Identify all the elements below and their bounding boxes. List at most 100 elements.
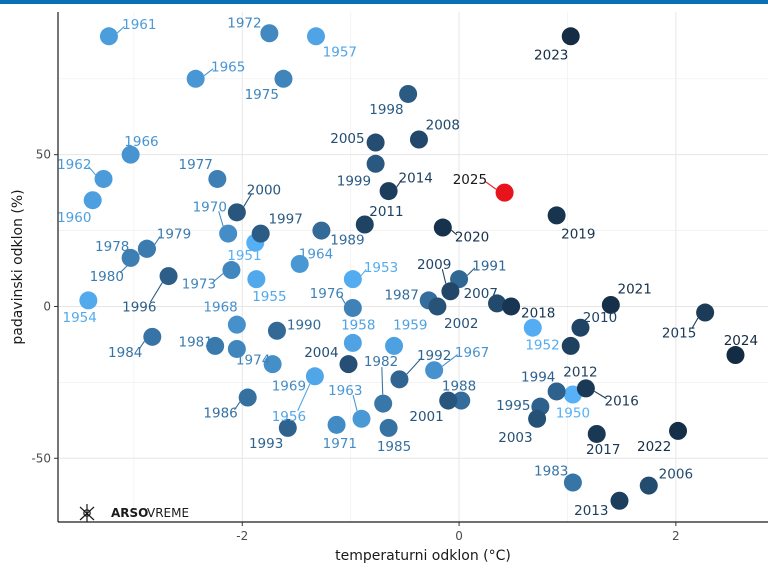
point-2018 bbox=[502, 297, 521, 316]
point-2012 bbox=[561, 336, 580, 355]
point-label-2003: 2003 bbox=[498, 430, 532, 446]
point-label-1996: 1996 bbox=[122, 299, 156, 315]
point-1973 bbox=[222, 261, 241, 280]
point-label-2025: 2025 bbox=[453, 172, 487, 188]
point-label-1963: 1963 bbox=[328, 383, 362, 399]
point-label-2012: 2012 bbox=[563, 365, 597, 381]
point-label-2019: 2019 bbox=[561, 227, 595, 243]
point-2019 bbox=[547, 206, 566, 225]
point-1990 bbox=[267, 321, 286, 340]
point-1980 bbox=[137, 239, 156, 258]
point-label-1987: 1987 bbox=[384, 287, 418, 303]
label-leader-1953 bbox=[360, 269, 367, 276]
point-label-1966: 1966 bbox=[124, 134, 158, 150]
point-1974 bbox=[227, 339, 246, 358]
point-1953 bbox=[343, 270, 362, 289]
scatter-chart: 1950 1951 1952 1953 1954 1955 1956 1957 1958 1959… bbox=[10, 12, 768, 564]
point-1955 bbox=[247, 270, 266, 289]
point-label-2002: 2002 bbox=[444, 316, 478, 332]
point-label-1954: 1954 bbox=[62, 310, 96, 326]
point-label-1976: 1976 bbox=[310, 286, 344, 302]
point-2014 bbox=[379, 182, 398, 201]
point-label-1970: 1970 bbox=[193, 199, 227, 215]
point-label-1957: 1957 bbox=[323, 44, 357, 60]
label-leader-2015 bbox=[691, 317, 699, 329]
point-label-2021: 2021 bbox=[617, 281, 651, 297]
point-2013 bbox=[610, 491, 629, 510]
point-label-1969: 1969 bbox=[272, 378, 306, 394]
point-2022 bbox=[669, 421, 688, 440]
point-2003 bbox=[528, 409, 547, 428]
point-labels: 1950 1951 1952 1953 1954 1955 1956 1957 1958 1959… bbox=[57, 16, 758, 519]
point-label-2006: 2006 bbox=[659, 466, 693, 482]
point-label-1975: 1975 bbox=[245, 87, 279, 103]
point-label-2011: 2011 bbox=[369, 204, 403, 220]
point-label-1981: 1981 bbox=[178, 334, 212, 350]
point-label-1950: 1950 bbox=[556, 406, 590, 422]
y-tick-label: -50 bbox=[31, 451, 51, 465]
point-label-2000: 2000 bbox=[247, 183, 281, 199]
point-2025 bbox=[495, 183, 514, 202]
point-1996 bbox=[159, 267, 178, 286]
point-1960 bbox=[83, 191, 102, 210]
point-1983 bbox=[563, 473, 582, 492]
point-label-1997: 1997 bbox=[268, 211, 302, 227]
point-label-2009: 2009 bbox=[417, 257, 451, 273]
logo-text-regular: VREME bbox=[147, 506, 189, 520]
point-1972 bbox=[260, 24, 279, 43]
point-label-2008: 2008 bbox=[426, 117, 460, 133]
label-leader-1991 bbox=[466, 267, 476, 276]
point-label-1960: 1960 bbox=[57, 210, 91, 226]
point-1993 bbox=[278, 418, 297, 437]
point-1954 bbox=[79, 291, 98, 310]
point-1962 bbox=[94, 169, 113, 188]
label-leader-2020 bbox=[451, 229, 458, 236]
label-leader-1961 bbox=[116, 25, 125, 34]
point-label-2013: 2013 bbox=[574, 503, 608, 519]
x-tick-label: -2 bbox=[236, 529, 248, 543]
point-1978 bbox=[121, 248, 140, 267]
point-2024 bbox=[726, 346, 745, 365]
point-2020 bbox=[433, 218, 452, 237]
point-1998 bbox=[399, 84, 418, 103]
point-label-2018: 2018 bbox=[521, 306, 555, 322]
point-1959 bbox=[385, 336, 404, 355]
point-label-2005: 2005 bbox=[330, 131, 364, 147]
point-label-1951: 1951 bbox=[227, 248, 261, 264]
point-1958 bbox=[343, 333, 362, 352]
grid bbox=[58, 12, 768, 522]
point-label-2014: 2014 bbox=[399, 170, 433, 186]
point-2010 bbox=[571, 318, 590, 337]
point-1994 bbox=[547, 382, 566, 401]
y-tick-label: 0 bbox=[43, 299, 51, 313]
point-label-1980: 1980 bbox=[90, 269, 124, 285]
point-2011 bbox=[355, 215, 374, 234]
point-2004 bbox=[339, 355, 358, 374]
point-label-1956: 1956 bbox=[272, 409, 306, 425]
point-label-1983: 1983 bbox=[534, 463, 568, 479]
label-leader-1992 bbox=[406, 358, 422, 375]
x-tick-label: 0 bbox=[455, 529, 463, 543]
label-leader-1976 bbox=[340, 295, 346, 304]
point-1964 bbox=[290, 254, 309, 273]
chart-frame: 1950 1951 1952 1953 1954 1955 1956 1957 1958 1959… bbox=[0, 4, 768, 569]
label-leader-1962 bbox=[88, 166, 96, 176]
label-leader-1965 bbox=[203, 68, 214, 77]
point-1981 bbox=[206, 336, 225, 355]
point-1985 bbox=[379, 418, 398, 437]
point-1977 bbox=[208, 169, 227, 188]
point-1982 bbox=[374, 394, 393, 413]
point-label-1992: 1992 bbox=[417, 348, 451, 364]
data-points bbox=[79, 24, 745, 510]
sun-icon bbox=[79, 504, 95, 522]
point-label-1982: 1982 bbox=[364, 354, 398, 370]
point-label-2010: 2010 bbox=[583, 310, 617, 326]
point-label-2001: 2001 bbox=[409, 409, 443, 425]
point-label-2007: 2007 bbox=[464, 286, 498, 302]
point-1969 bbox=[263, 355, 282, 374]
point-1957 bbox=[306, 27, 325, 46]
point-label-1995: 1995 bbox=[496, 398, 530, 414]
point-label-2020: 2020 bbox=[455, 230, 489, 246]
point-label-2016: 2016 bbox=[604, 394, 638, 410]
point-1961 bbox=[99, 27, 118, 46]
